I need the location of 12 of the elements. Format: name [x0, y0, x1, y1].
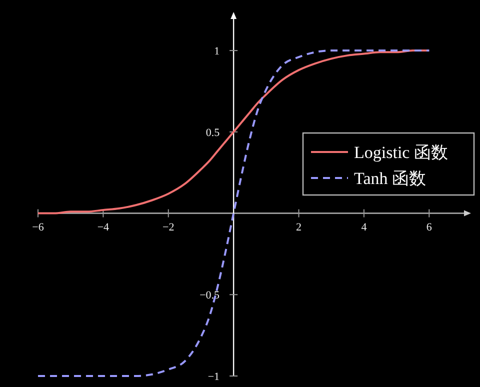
y-tick-label: 0.5: [206, 126, 220, 139]
legend-label: Tanh 函数: [354, 169, 426, 188]
x-tick-label: 4: [361, 221, 368, 234]
y-tick-label: 1: [214, 46, 220, 58]
x-tick-label: −4: [97, 221, 110, 234]
y-tick-label: −1: [208, 371, 220, 383]
x-tick-label: −6: [32, 221, 44, 234]
x-tick-label: 6: [426, 221, 432, 234]
x-tick-label: −2: [162, 221, 174, 234]
x-tick-label: 2: [296, 221, 302, 234]
y-tick-label: −0.5: [200, 290, 220, 302]
legend-label: Logistic 函数: [354, 143, 448, 162]
